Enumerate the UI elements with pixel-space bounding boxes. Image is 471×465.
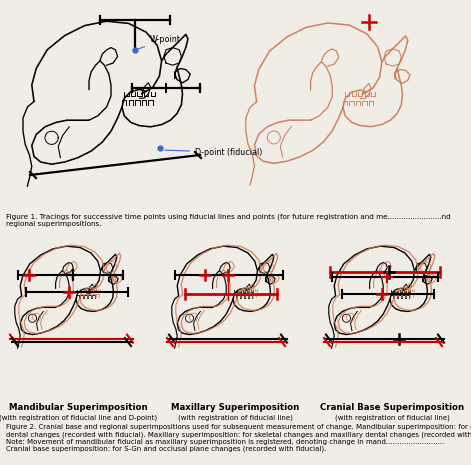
Text: (with registration of fiducial line and D-point): (with registration of fiducial line and … (0, 414, 157, 420)
Text: Cranial Base Superimposition: Cranial Base Superimposition (320, 403, 464, 412)
Text: Mandibular Superimposition: Mandibular Superimposition (8, 403, 147, 412)
Text: (with registration of fiducial line): (with registration of fiducial line) (334, 414, 449, 420)
Text: Maxillary Superimposition: Maxillary Superimposition (171, 403, 299, 412)
Text: W-point: W-point (138, 35, 181, 49)
Text: (with registration of fiducial line): (with registration of fiducial line) (178, 414, 292, 420)
Text: D-point (fiducial): D-point (fiducial) (165, 148, 262, 157)
Text: Figure 1. Tracings for successive time points using fiducial lines and points (f: Figure 1. Tracings for successive time p… (6, 213, 451, 226)
Text: Figure 2. Cranial base and regional superimpositions used for subsequent measure: Figure 2. Cranial base and regional supe… (6, 424, 471, 452)
